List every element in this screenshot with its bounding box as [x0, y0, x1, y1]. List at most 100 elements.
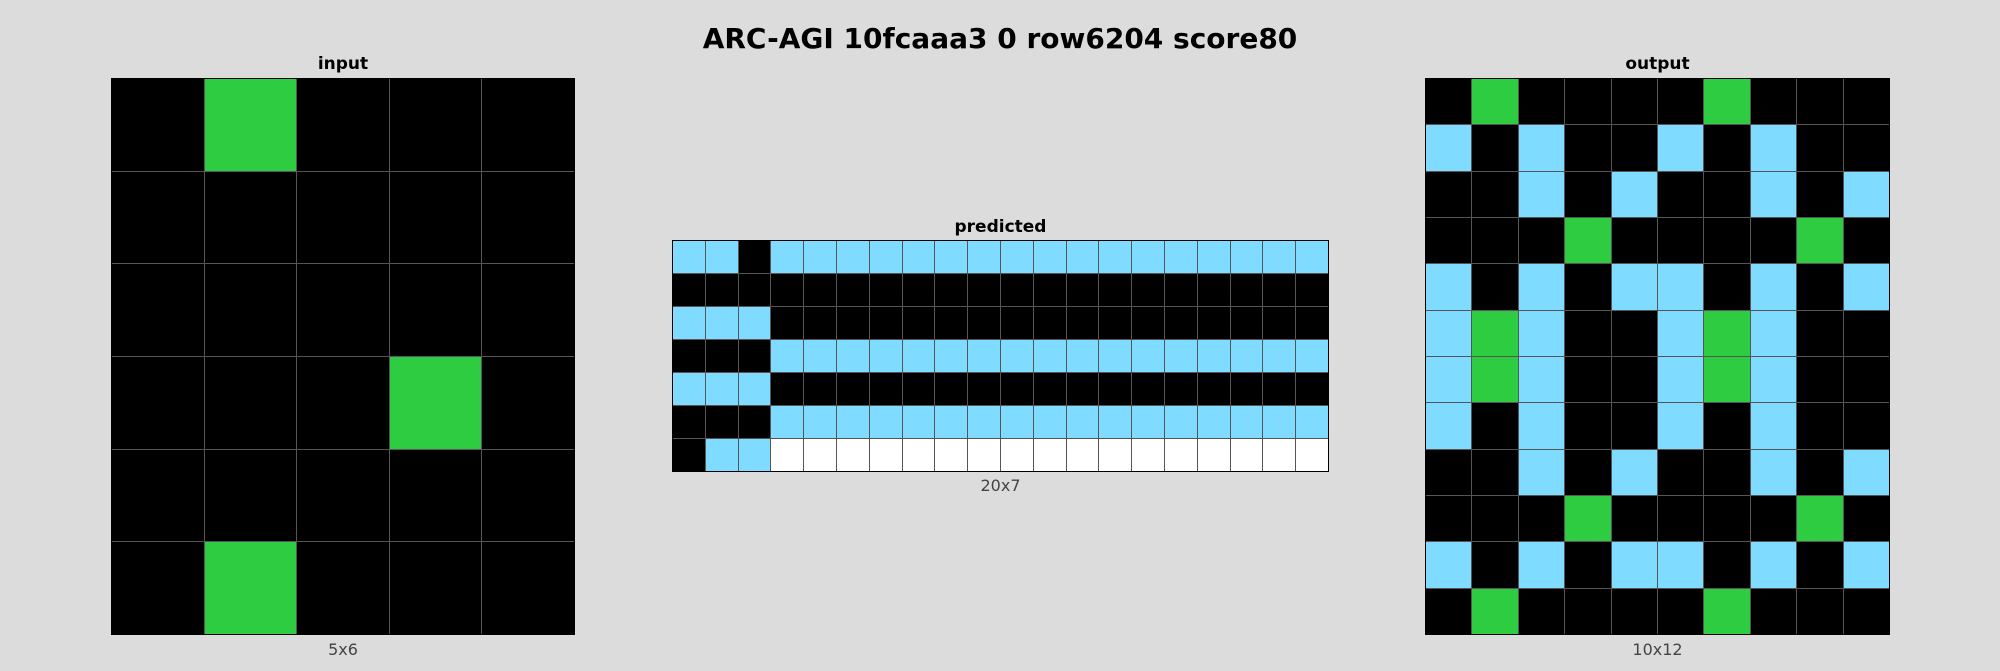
predicted-cell [1000, 439, 1033, 471]
output-cell [1658, 79, 1704, 125]
output-cell [1518, 403, 1565, 449]
predicted-cell [1099, 340, 1132, 372]
predicted-cell [1296, 406, 1328, 438]
input-cell [482, 542, 574, 634]
predicted-cell [1296, 439, 1328, 471]
output-cell [1750, 217, 1797, 264]
predicted-cell [935, 439, 968, 471]
predicted-cell [1099, 274, 1132, 306]
output-cell [1797, 79, 1843, 125]
predicted-cell [1230, 340, 1263, 372]
output-cell [1750, 79, 1797, 125]
output-cell [1843, 495, 1889, 542]
output-cell [1611, 449, 1657, 495]
output-cell [1565, 449, 1611, 495]
output-cell [1658, 356, 1704, 403]
output-cell [1658, 125, 1704, 171]
output-cell [1658, 217, 1704, 264]
output-cell [1750, 171, 1797, 217]
predicted-cell [1197, 373, 1230, 405]
output-cell [1704, 79, 1750, 125]
output-cell [1843, 125, 1889, 171]
predicted-cell [771, 241, 804, 273]
output-cell [1704, 310, 1750, 356]
predicted-cell [738, 274, 771, 306]
output-cell [1565, 264, 1611, 310]
predicted-cell [1296, 373, 1328, 405]
output-cell [1472, 588, 1518, 634]
predicted-cell [738, 241, 771, 273]
predicted-cell [935, 241, 968, 273]
predicted-panel-title: predicted [954, 217, 1047, 237]
output-cell [1843, 310, 1889, 356]
output-cell [1472, 264, 1518, 310]
predicted-cell [1230, 439, 1263, 471]
predicted-cell [836, 307, 869, 339]
predicted-cell [1263, 373, 1296, 405]
output-cell [1518, 542, 1565, 588]
predicted-cell [1033, 340, 1066, 372]
predicted-cell [1132, 373, 1164, 405]
output-cell [1843, 79, 1889, 125]
predicted-cell [1066, 439, 1099, 471]
output-cell [1797, 171, 1843, 217]
predicted-cell [935, 307, 968, 339]
output-dims-label: 10x12 [1632, 640, 1683, 659]
output-cell [1611, 171, 1657, 217]
output-cell [1704, 542, 1750, 588]
predicted-cell [673, 406, 705, 438]
output-cell [1797, 125, 1843, 171]
output-cell [1565, 217, 1611, 264]
output-cell [1750, 125, 1797, 171]
predicted-grid [672, 240, 1329, 472]
predicted-cell [902, 307, 935, 339]
output-cell [1843, 449, 1889, 495]
output-cell [1658, 588, 1704, 634]
predicted-cell [902, 274, 935, 306]
predicted-cell [1164, 274, 1197, 306]
predicted-cell [1296, 340, 1328, 372]
predicted-cell [1099, 307, 1132, 339]
predicted-cell [1164, 307, 1197, 339]
output-cell [1565, 356, 1611, 403]
predicted-cell [1230, 241, 1263, 273]
output-cell [1472, 495, 1518, 542]
output-cell [1565, 79, 1611, 125]
input-cell [204, 264, 297, 356]
predicted-cell [804, 274, 836, 306]
predicted-cell [935, 274, 968, 306]
output-cell [1518, 125, 1565, 171]
output-grid [1425, 78, 1890, 635]
output-cell [1843, 588, 1889, 634]
predicted-cell [1197, 241, 1230, 273]
predicted-cell [705, 307, 738, 339]
predicted-cell [1230, 274, 1263, 306]
predicted-cell [804, 307, 836, 339]
input-cell [112, 79, 204, 171]
predicted-cell [804, 373, 836, 405]
predicted-cell [1099, 241, 1132, 273]
predicted-cell [869, 439, 902, 471]
output-cell [1565, 403, 1611, 449]
output-cell [1426, 495, 1472, 542]
predicted-cell [1066, 340, 1099, 372]
predicted-cell [836, 439, 869, 471]
predicted-cell [1230, 373, 1263, 405]
predicted-cell [968, 274, 1000, 306]
predicted-cell [673, 439, 705, 471]
predicted-cell [869, 241, 902, 273]
output-cell [1843, 542, 1889, 588]
output-cell [1611, 125, 1657, 171]
output-cell [1750, 403, 1797, 449]
output-cell [1797, 310, 1843, 356]
predicted-cell [869, 307, 902, 339]
output-cell [1472, 79, 1518, 125]
predicted-cell [1230, 307, 1263, 339]
output-cell [1843, 356, 1889, 403]
predicted-cell [902, 373, 935, 405]
predicted-cell [1132, 241, 1164, 273]
output-cell [1843, 403, 1889, 449]
predicted-cell [836, 274, 869, 306]
output-cell [1797, 356, 1843, 403]
predicted-cell [1263, 307, 1296, 339]
